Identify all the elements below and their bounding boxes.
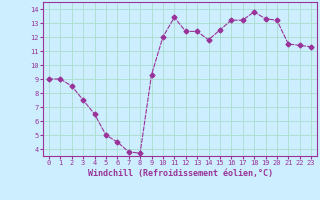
- X-axis label: Windchill (Refroidissement éolien,°C): Windchill (Refroidissement éolien,°C): [87, 169, 273, 178]
